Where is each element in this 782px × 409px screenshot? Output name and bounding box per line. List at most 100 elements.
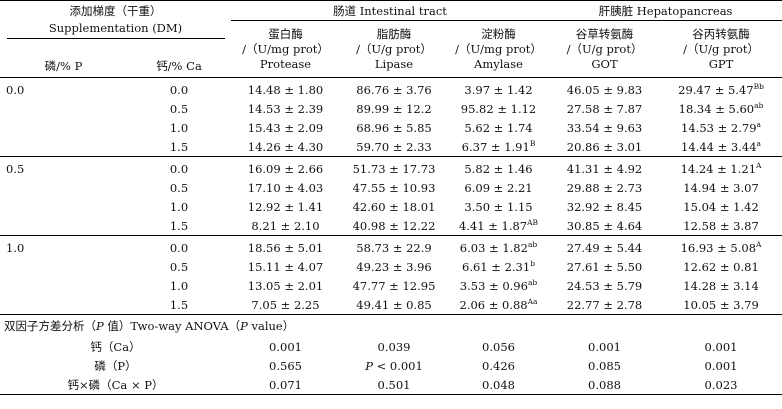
calcium-level-cell: 0.0 <box>127 235 231 257</box>
table-row: 1.0 13.05 ± 2.01 47.77 ± 12.95 3.53 ± 0.96a… <box>0 276 782 295</box>
level-label-row: 磷/% P 钙/% Ca <box>0 54 782 78</box>
gpt-cell-significance-letter: a <box>756 119 761 129</box>
amylase-cell-value: 3.53 ± 0.96 <box>459 278 528 293</box>
amylase-cell-value: 4.41 ± 1.87 <box>458 218 528 233</box>
got-cell: 41.31 ± 4.92 <box>549 156 661 178</box>
protease-cell: 14.26 ± 4.30 <box>231 137 340 157</box>
got-cell-value: 32.92 ± 8.45 <box>566 199 643 214</box>
lipase-cell: 42.60 ± 18.01 <box>340 197 448 216</box>
lipase-header-cn: 脂肪酶 <box>376 26 412 41</box>
gpt-cell: 15.04 ± 1.42 <box>660 197 782 216</box>
lipase-cell-value: 89.99 ± 12.2 <box>356 101 432 116</box>
got-cell-value: 33.54 ± 9.63 <box>566 120 643 135</box>
gpt-cell-value: 15.04 ± 1.42 <box>683 199 759 214</box>
amylase-cell: 6.61 ± 2.31b <box>448 257 549 276</box>
protease-header-unit: /（U/mg prot） <box>242 41 329 56</box>
got-header-en: GOT <box>591 56 618 71</box>
got-cell: 27.61 ± 5.50 <box>549 257 660 276</box>
lipase-header-en: Lipase <box>374 56 414 71</box>
protease-header-en: Protease <box>259 56 312 71</box>
gpt-cell: 14.28 ± 3.14 <box>660 276 782 295</box>
lipase-cell: 89.99 ± 12.2 <box>340 99 448 118</box>
gpt-cell-significance-letter: a <box>756 138 761 148</box>
anova-lipase-p-value: 0.039 <box>377 339 411 354</box>
anova-gpt-p-value: 0.001 <box>704 358 738 373</box>
gpt-cell-value: 12.62 ± 0.81 <box>683 259 759 274</box>
got-cell-value: 20.86 ± 3.01 <box>566 139 643 154</box>
calcium-level-cell-value: 0.0 <box>169 240 189 255</box>
got-cell: 32.92 ± 8.45 <box>549 197 660 216</box>
table-row: 0.5 0.0 16.09 ± 2.66 51.73 ± 17.73 5.82 ± 1.… <box>0 156 782 178</box>
got-cell: 27.49 ± 5.44 <box>549 235 661 257</box>
amylase-cell-value: 6.03 ± 1.82 <box>459 240 528 255</box>
lipase-cell-value: 40.98 ± 12.22 <box>352 218 436 233</box>
gpt-cell-value: 10.05 ± 3.79 <box>683 297 759 312</box>
gpt-cell-significance-letter: Bb <box>753 81 764 91</box>
amylase-cell-value: 3.50 ± 1.15 <box>464 199 533 214</box>
table-row: 1.5 14.26 ± 4.30 59.70 ± 2.33 6.37 ± 1.91B 2… <box>0 137 782 157</box>
phosphorus-level-cell <box>0 178 127 197</box>
phosphorus-level-cell <box>0 137 127 157</box>
anova-amylase-p-value: 0.426 <box>482 358 515 373</box>
amylase-cell-value: 2.06 ± 0.88 <box>459 297 528 312</box>
got-cell-value: 24.53 ± 5.79 <box>566 278 643 293</box>
protease-cell-value: 8.21 ± 2.10 <box>251 218 320 233</box>
amylase-cell-value: 3.97 ± 1.42 <box>464 82 533 97</box>
gpt-cell: 29.47 ± 5.47Bb <box>660 78 782 100</box>
got-cell-value: 30.85 ± 4.64 <box>566 218 643 233</box>
got-cell-value: 41.31 ± 4.92 <box>566 161 643 176</box>
lipase-cell-value: 47.77 ± 12.95 <box>352 278 436 293</box>
anova-title: 双因子方差分析（P 值）Two-way ANOVA（P value） <box>0 314 782 337</box>
gpt-cell-significance-letter: A <box>756 239 762 249</box>
protease-cell: 15.11 ± 4.07 <box>231 257 340 276</box>
gpt-cell-value: 29.47 ± 5.47 <box>678 82 754 97</box>
protease-cell-value: 13.05 ± 2.01 <box>247 278 324 293</box>
gpt-cell-value: 18.34 ± 5.60 <box>678 101 755 116</box>
got-header-cn: 谷草转氨酶 <box>575 26 634 41</box>
calcium-level-cell: 1.0 <box>127 118 231 137</box>
lipase-cell-value: 51.73 ± 17.73 <box>352 161 436 176</box>
anova-factor-label: 钙（Ca） <box>90 339 141 354</box>
anova-row: 磷（P） 0.565 P < 0.001 0.426 0.085 0.001 <box>0 356 782 375</box>
anova-gpt-p-value: 0.001 <box>704 339 738 354</box>
gpt-cell-value: 14.94 ± 3.07 <box>683 180 759 195</box>
got-cell-value: 27.58 ± 7.87 <box>566 101 643 116</box>
anova-title-post: value） <box>247 319 295 333</box>
amylase-cell: 4.41 ± 1.87AB <box>448 216 549 236</box>
anova-factor-label: 钙×磷（Ca × P） <box>0 375 231 395</box>
amylase-cell-significance-letter: AB <box>527 217 539 227</box>
protease-cell-value: 16.09 ± 2.66 <box>247 161 324 176</box>
gpt-cell: 10.05 ± 3.79 <box>660 295 782 315</box>
protease-cell-value: 15.43 ± 2.09 <box>247 120 324 135</box>
lipase-cell: 59.70 ± 2.33 <box>340 137 448 157</box>
amylase-header-en: Amylase <box>474 56 523 71</box>
got-cell: 33.54 ± 9.63 <box>549 118 660 137</box>
amylase-cell: 6.09 ± 2.21 <box>448 178 549 197</box>
table-row: 0.5 15.11 ± 4.07 49.23 ± 3.96 6.61 ± 2.31b 2… <box>0 257 782 276</box>
p-symbol: P <box>365 358 373 373</box>
protease-cell: 18.56 ± 5.01 <box>231 235 340 257</box>
lipase-cell: 47.55 ± 10.93 <box>340 178 448 197</box>
lipase-cell-value: 47.55 ± 10.93 <box>352 180 436 195</box>
protease-cell-value: 17.10 ± 4.03 <box>247 180 324 195</box>
table-row: 1.0 12.92 ± 1.41 42.60 ± 18.01 3.50 ± 1.15 3… <box>0 197 782 216</box>
enzyme-activity-table: 添加梯度（干重） 肠道 Intestinal tract 肝胰脏 Hepatop… <box>0 0 782 395</box>
anova-title-mid: 值）Two-way ANOVA（ <box>103 319 241 333</box>
amylase-cell-significance-letter: Aa <box>527 296 538 306</box>
protease-cell: 12.92 ± 1.41 <box>231 197 340 216</box>
calcium-level-cell: 0.5 <box>127 178 231 197</box>
gpt-cell: 18.34 ± 5.60ab <box>660 99 782 118</box>
protease-cell: 7.05 ± 2.25 <box>231 295 340 315</box>
protease-cell: 14.53 ± 2.39 <box>231 99 340 118</box>
amylase-cell-value: 5.82 ± 1.46 <box>464 161 533 176</box>
lipase-cell-value: 58.73 ± 22.9 <box>356 240 432 255</box>
protease-cell: 16.09 ± 2.66 <box>231 156 340 178</box>
amylase-cell-value: 6.09 ± 2.21 <box>464 180 533 195</box>
got-cell: 29.88 ± 2.73 <box>549 178 660 197</box>
got-cell: 22.77 ± 2.78 <box>549 295 660 315</box>
calcium-level-cell: 1.5 <box>127 216 231 236</box>
protease-cell: 13.05 ± 2.01 <box>231 276 340 295</box>
gpt-cell-significance-letter: ab <box>754 100 764 110</box>
amylase-cell-value: 95.82 ± 1.12 <box>460 101 537 116</box>
